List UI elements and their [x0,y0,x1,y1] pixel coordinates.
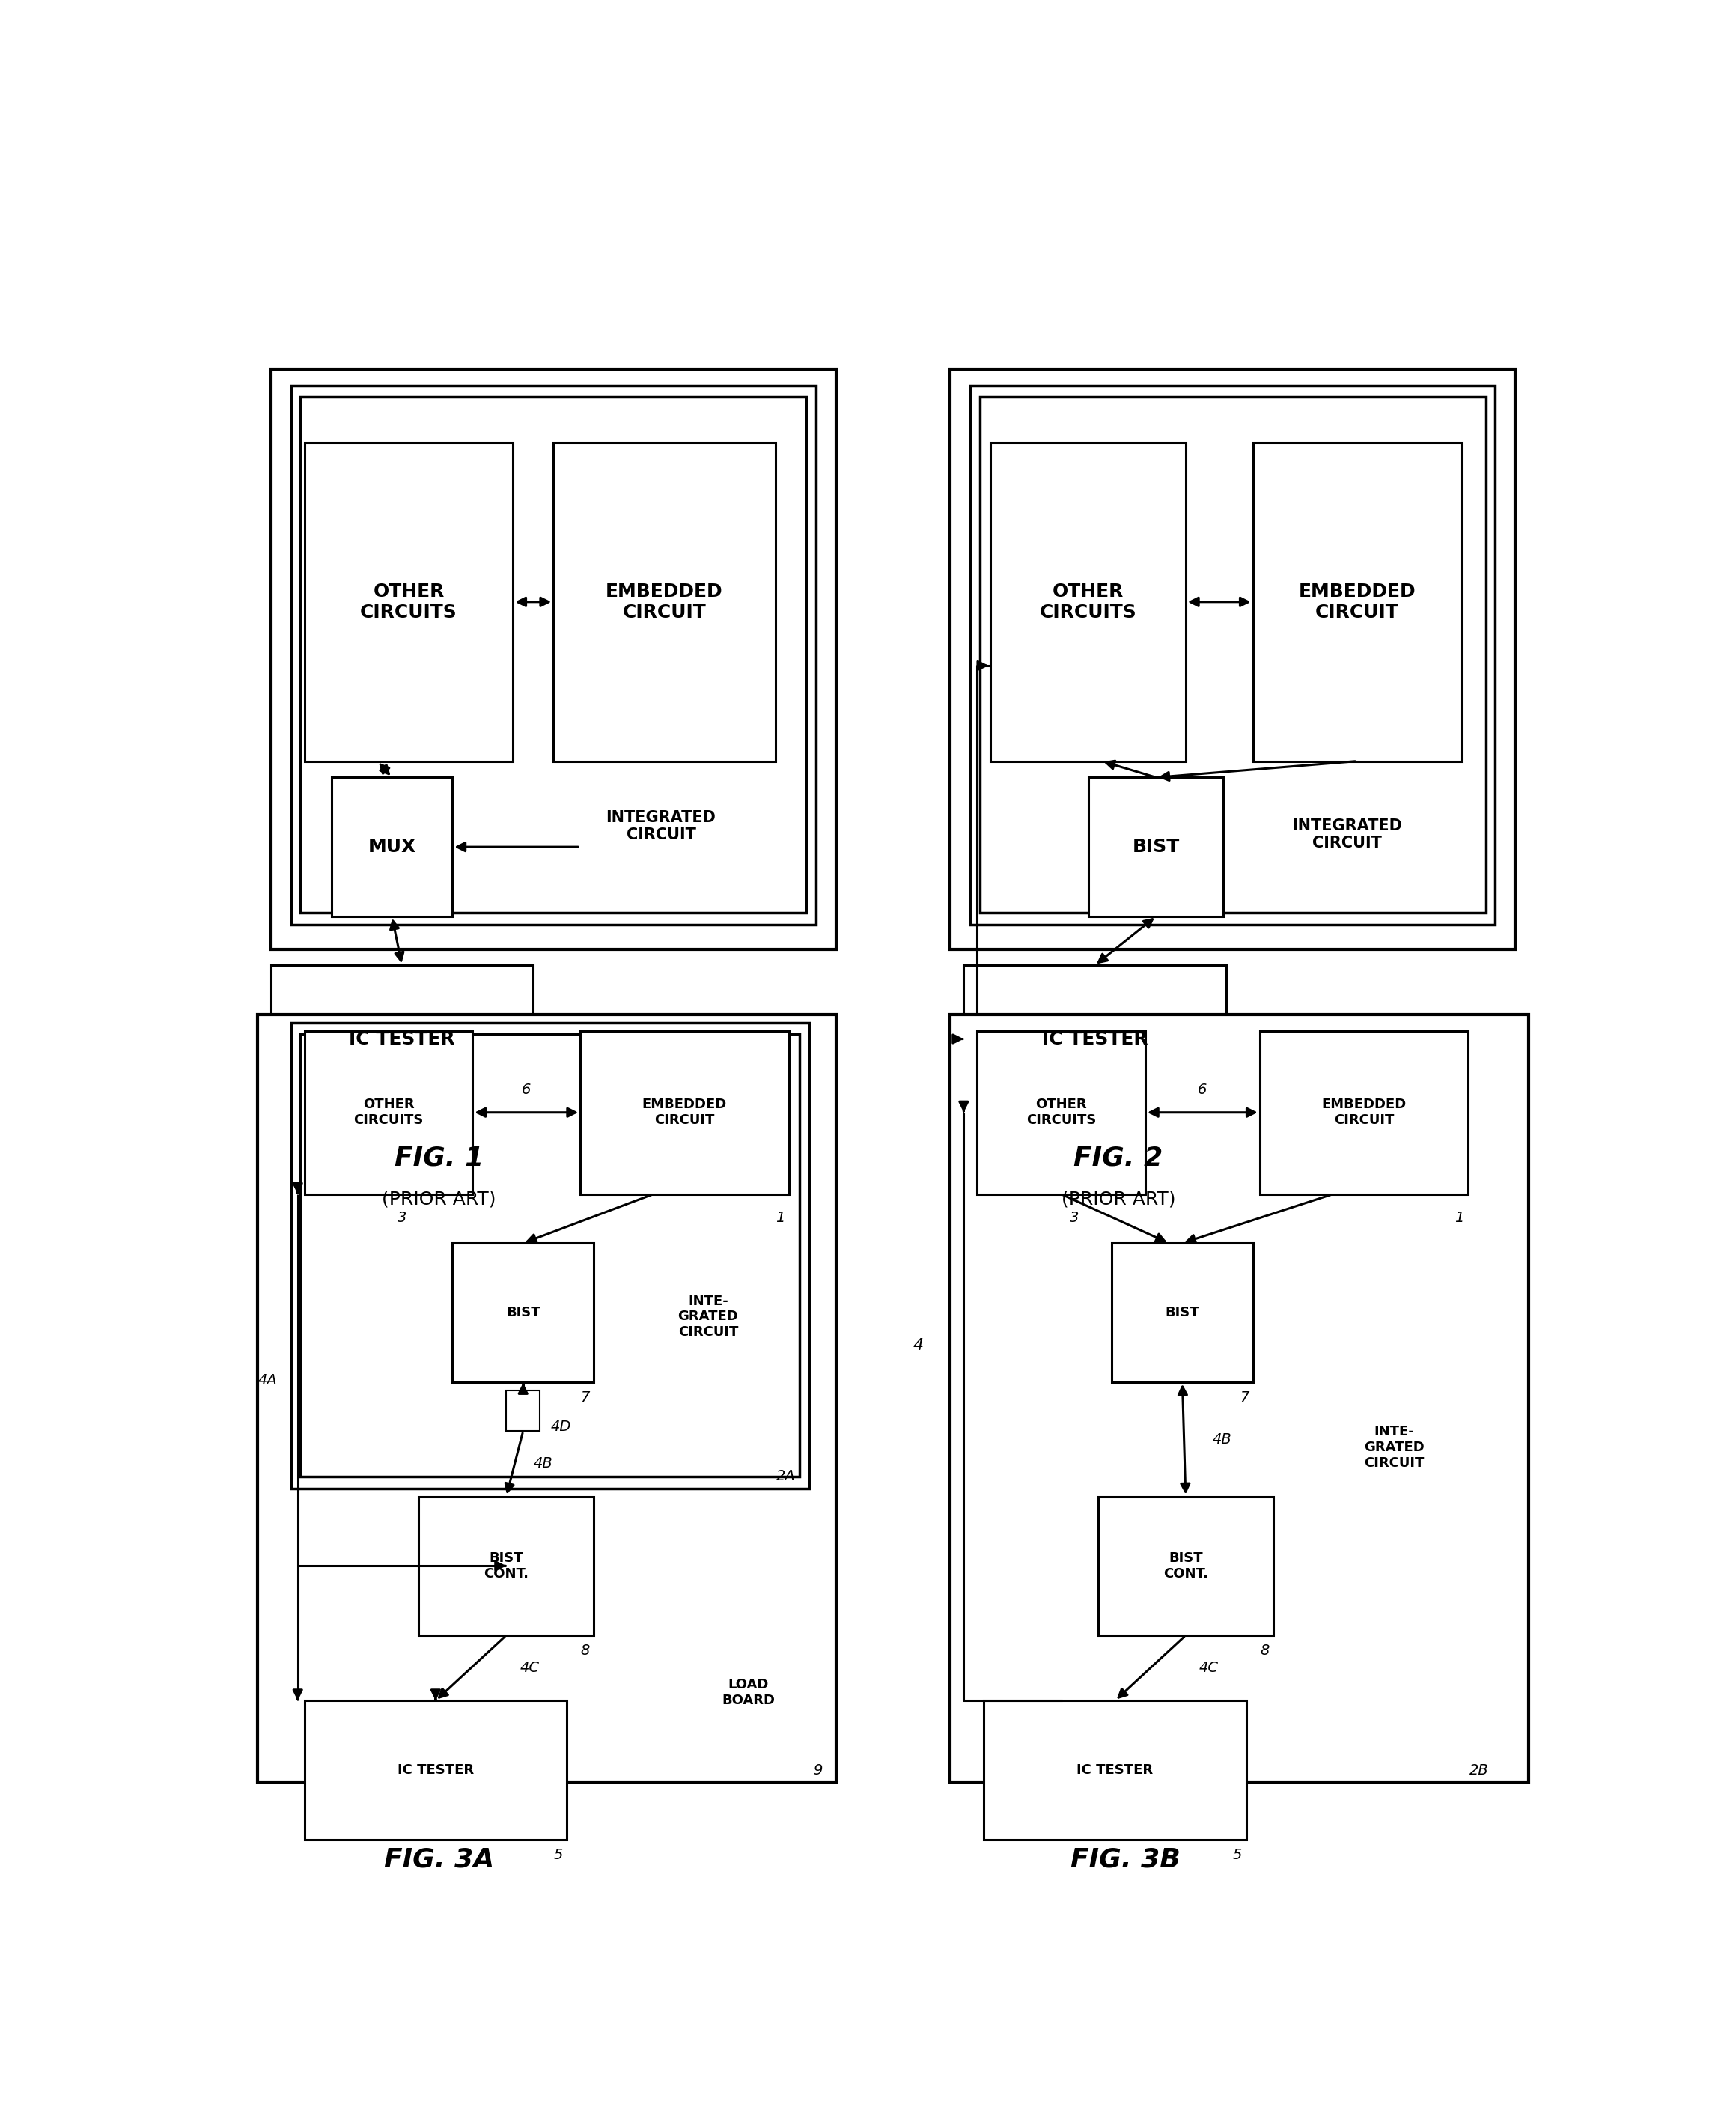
Bar [453,1243,594,1381]
Text: OTHER
CIRCUITS: OTHER CIRCUITS [354,1097,424,1127]
Bar [977,1031,1146,1195]
Bar [963,966,1226,1112]
Bar [300,397,806,912]
Bar [304,1031,472,1195]
Text: IC TESTER: IC TESTER [349,1029,455,1048]
Bar [991,443,1186,762]
Text: 1: 1 [776,1210,785,1224]
Text: 4B: 4B [533,1456,552,1471]
Text: 4B: 4B [1212,1432,1233,1447]
Bar [950,369,1516,949]
Text: IC TESTER: IC TESTER [1042,1029,1147,1048]
Text: 4: 4 [913,1337,924,1354]
Text: 4D: 4D [550,1420,571,1434]
Text: IC TESTER: IC TESTER [1076,1763,1153,1776]
Text: OTHER
CIRCUITS: OTHER CIRCUITS [1040,581,1137,622]
Bar [300,1033,800,1477]
Text: INTEGRATED
CIRCUIT: INTEGRATED CIRCUIT [1292,819,1403,851]
Text: 3: 3 [398,1210,406,1224]
Text: BIST
CONT.: BIST CONT. [484,1551,529,1581]
Text: 7: 7 [580,1390,590,1405]
Text: 2A: 2A [776,1468,795,1483]
Text: EMBEDDED
CIRCUIT: EMBEDDED CIRCUIT [1321,1097,1406,1127]
Text: BIST: BIST [1132,838,1180,855]
Text: 4C: 4C [1200,1662,1219,1674]
Text: 2B: 2B [1469,1763,1488,1778]
Bar [304,1700,566,1840]
Text: 7: 7 [1240,1390,1248,1405]
Text: INTE-
GRATED
CIRCUIT: INTE- GRATED CIRCUIT [1364,1426,1425,1471]
Bar [1099,1496,1272,1636]
Text: INTEGRATED
CIRCUIT: INTEGRATED CIRCUIT [606,811,715,842]
Text: OTHER
CIRCUITS: OTHER CIRCUITS [1026,1097,1095,1127]
Text: 5: 5 [554,1848,562,1861]
Bar [1253,443,1462,762]
Bar [950,1014,1529,1782]
Bar [970,386,1495,925]
Bar [257,1014,835,1782]
Bar [418,1496,594,1636]
Text: FIG. 3A: FIG. 3A [384,1846,495,1872]
Bar [507,1390,540,1430]
Bar [554,443,776,762]
Text: 8: 8 [1260,1642,1269,1657]
Text: IC TESTER: IC TESTER [398,1763,474,1776]
Text: 3: 3 [1069,1210,1080,1224]
Text: BIST: BIST [505,1305,540,1320]
Text: EMBEDDED
CIRCUIT: EMBEDDED CIRCUIT [642,1097,727,1127]
Bar [984,1700,1246,1840]
Text: FIG. 1: FIG. 1 [394,1146,484,1171]
Bar [1111,1243,1253,1381]
Text: LOAD
BOARD: LOAD BOARD [722,1679,774,1706]
Text: OTHER
CIRCUITS: OTHER CIRCUITS [359,581,457,622]
Text: 8: 8 [580,1642,590,1657]
Bar [332,777,453,917]
Bar [1260,1031,1469,1195]
Text: BIST
CONT.: BIST CONT. [1163,1551,1208,1581]
Bar [292,386,816,925]
Bar [304,443,514,762]
Text: 4A: 4A [259,1373,278,1388]
Text: BIST: BIST [1165,1305,1200,1320]
Text: 6: 6 [1198,1082,1207,1097]
Text: EMBEDDED
CIRCUIT: EMBEDDED CIRCUIT [1299,581,1417,622]
Text: FIG. 3B: FIG. 3B [1069,1846,1180,1872]
Text: MUX: MUX [368,838,417,855]
Text: EMBEDDED
CIRCUIT: EMBEDDED CIRCUIT [606,581,722,622]
Bar [580,1031,788,1195]
Text: (PRIOR ART): (PRIOR ART) [382,1190,496,1207]
Text: INTE-
GRATED
CIRCUIT: INTE- GRATED CIRCUIT [677,1294,738,1339]
Text: 1: 1 [1455,1210,1463,1224]
Text: 9: 9 [812,1763,823,1778]
Bar [1088,777,1224,917]
Text: 6: 6 [523,1082,531,1097]
Bar [979,397,1486,912]
Text: FIG. 2: FIG. 2 [1075,1146,1163,1171]
Bar [292,1023,809,1488]
Bar [271,369,837,949]
Bar [271,966,533,1112]
Text: 4C: 4C [519,1662,540,1674]
Text: (PRIOR ART): (PRIOR ART) [1061,1190,1175,1207]
Text: 5: 5 [1233,1848,1243,1861]
